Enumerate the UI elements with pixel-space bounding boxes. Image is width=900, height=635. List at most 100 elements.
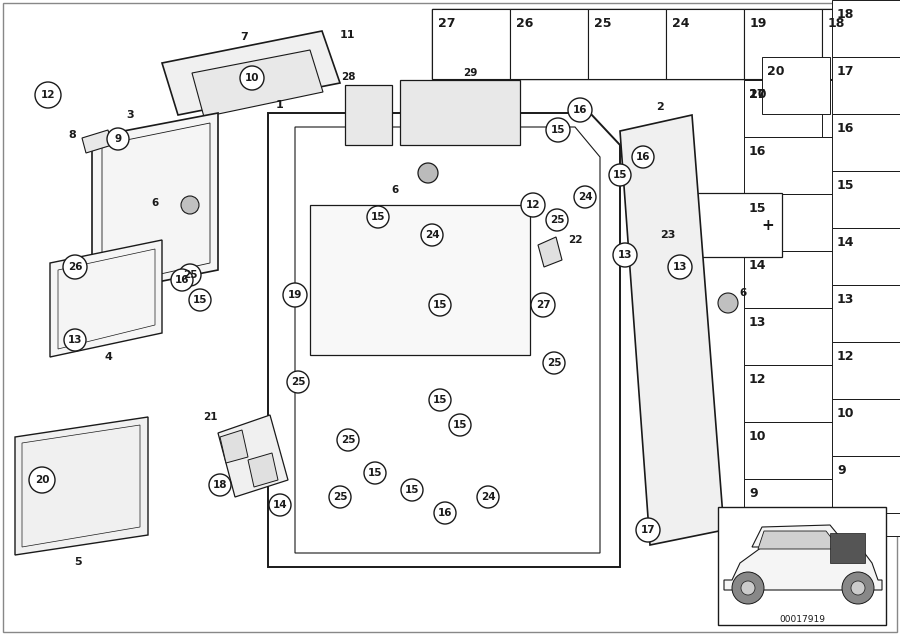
Text: 15: 15: [837, 179, 854, 192]
Text: +: +: [761, 218, 774, 232]
Bar: [680, 193, 782, 257]
Circle shape: [189, 289, 211, 311]
Text: 19: 19: [750, 17, 768, 30]
Text: 16: 16: [175, 275, 189, 285]
Polygon shape: [310, 205, 530, 355]
Text: 16: 16: [572, 105, 587, 115]
Bar: [832, 342, 900, 399]
Text: 15: 15: [368, 468, 382, 478]
Text: 20: 20: [749, 88, 767, 101]
Polygon shape: [295, 127, 600, 553]
Circle shape: [337, 429, 359, 451]
Text: 25: 25: [183, 270, 197, 280]
Text: 25: 25: [547, 358, 562, 368]
Text: 18: 18: [828, 17, 845, 30]
Bar: [510, 9, 588, 79]
Polygon shape: [15, 417, 148, 555]
Text: 27: 27: [536, 300, 550, 310]
Text: 17: 17: [749, 88, 767, 101]
Bar: [832, 171, 900, 228]
Bar: [744, 251, 900, 308]
Circle shape: [636, 518, 660, 542]
Circle shape: [609, 164, 631, 186]
Text: 16: 16: [749, 145, 767, 158]
Text: 26: 26: [516, 17, 534, 30]
Text: 6: 6: [151, 198, 158, 208]
Circle shape: [64, 329, 86, 351]
Circle shape: [477, 486, 499, 508]
Bar: [744, 80, 900, 137]
Polygon shape: [724, 539, 882, 590]
Text: 15: 15: [433, 395, 447, 405]
Circle shape: [543, 352, 565, 374]
Circle shape: [283, 283, 307, 307]
Text: 26: 26: [68, 262, 82, 272]
Bar: [762, 57, 830, 114]
Text: 16: 16: [837, 122, 854, 135]
Circle shape: [568, 98, 592, 122]
Bar: [744, 80, 822, 137]
Text: 6: 6: [392, 185, 399, 195]
Text: 22: 22: [568, 235, 582, 245]
Text: 15: 15: [453, 420, 467, 430]
Text: 17: 17: [837, 65, 854, 78]
Circle shape: [842, 572, 874, 604]
Circle shape: [367, 206, 389, 228]
Text: 15: 15: [613, 170, 627, 180]
Bar: [744, 308, 900, 365]
Polygon shape: [92, 113, 218, 295]
Text: 2: 2: [656, 102, 664, 112]
Polygon shape: [22, 425, 140, 547]
Circle shape: [521, 193, 545, 217]
Text: 20: 20: [35, 475, 50, 485]
Bar: [832, 0, 900, 57]
Polygon shape: [248, 453, 278, 487]
Text: 20: 20: [767, 65, 785, 78]
Text: 24: 24: [481, 492, 495, 502]
Text: 12: 12: [526, 200, 540, 210]
Bar: [832, 285, 900, 342]
Circle shape: [851, 581, 865, 595]
Text: 19: 19: [288, 290, 302, 300]
Circle shape: [181, 196, 199, 214]
Circle shape: [668, 255, 692, 279]
Text: 18: 18: [212, 480, 227, 490]
Bar: [822, 9, 900, 79]
Polygon shape: [162, 31, 340, 115]
Text: 24: 24: [578, 192, 592, 202]
Text: 15: 15: [433, 300, 447, 310]
Text: 13: 13: [837, 293, 854, 306]
Text: 6: 6: [740, 288, 747, 298]
Text: 17: 17: [641, 525, 655, 535]
Text: 25: 25: [333, 492, 347, 502]
Circle shape: [269, 494, 291, 516]
Text: 9: 9: [114, 134, 122, 144]
Circle shape: [632, 146, 654, 168]
Circle shape: [531, 293, 555, 317]
Bar: [832, 57, 900, 114]
Text: 10: 10: [837, 407, 854, 420]
Circle shape: [434, 502, 456, 524]
Text: 13: 13: [673, 262, 688, 272]
Bar: [744, 479, 900, 536]
Polygon shape: [400, 80, 520, 145]
Circle shape: [209, 474, 231, 496]
Text: 00017919: 00017919: [779, 615, 825, 624]
Text: 7: 7: [240, 32, 248, 42]
Text: 29: 29: [463, 68, 477, 78]
Text: 18: 18: [837, 8, 854, 21]
Bar: [744, 365, 900, 422]
Text: 21: 21: [202, 412, 217, 422]
Text: 28: 28: [341, 72, 356, 82]
Text: 10: 10: [749, 430, 767, 443]
Circle shape: [546, 118, 570, 142]
Polygon shape: [345, 85, 392, 145]
Circle shape: [329, 486, 351, 508]
Text: 8: 8: [68, 130, 76, 140]
Polygon shape: [620, 115, 724, 545]
Text: 9: 9: [837, 464, 846, 477]
Text: 15: 15: [551, 125, 565, 135]
Text: 1: 1: [276, 100, 284, 110]
Text: 25: 25: [341, 435, 356, 445]
Circle shape: [574, 186, 596, 208]
